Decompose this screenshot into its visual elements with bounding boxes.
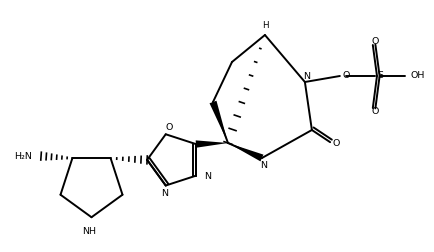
Polygon shape xyxy=(209,101,227,143)
Text: OH: OH xyxy=(410,72,424,80)
Text: O: O xyxy=(371,37,378,46)
Text: N: N xyxy=(161,189,168,198)
Text: N: N xyxy=(260,161,267,170)
Text: NH: NH xyxy=(82,227,96,236)
Text: O: O xyxy=(164,123,172,132)
Text: O: O xyxy=(332,139,339,147)
Text: H: H xyxy=(262,21,269,30)
Text: H₂N: H₂N xyxy=(13,152,31,161)
Text: O: O xyxy=(341,71,349,80)
Polygon shape xyxy=(195,140,227,148)
Text: N: N xyxy=(303,72,310,81)
Text: S: S xyxy=(376,72,382,80)
Text: N: N xyxy=(203,172,210,181)
Text: O: O xyxy=(371,107,378,116)
Polygon shape xyxy=(227,143,263,161)
